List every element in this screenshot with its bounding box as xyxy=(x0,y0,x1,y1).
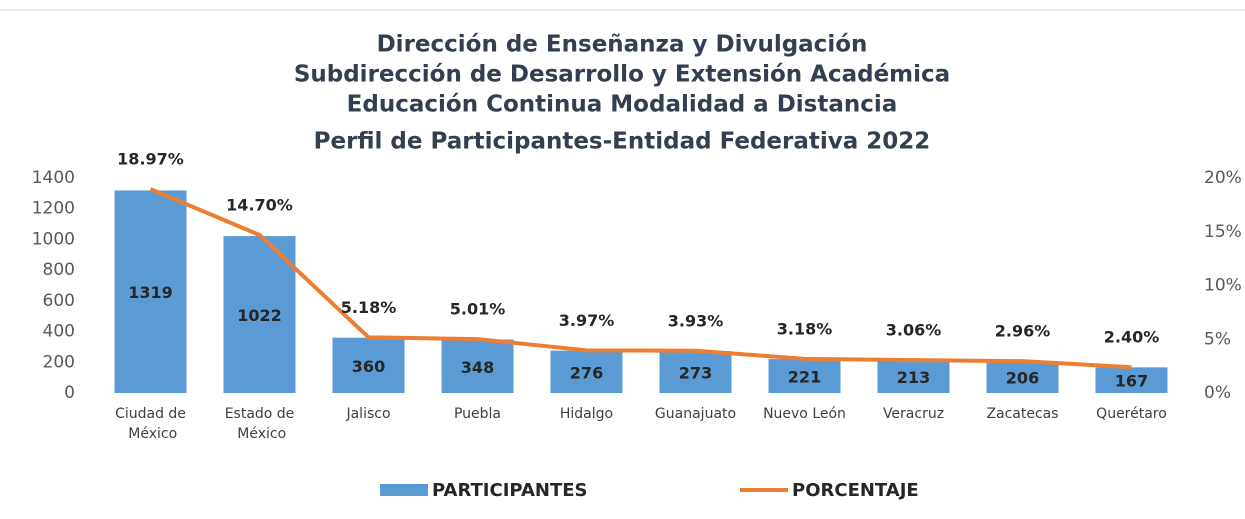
bar-value-label: 1022 xyxy=(237,306,282,325)
bar-value-label: 1319 xyxy=(128,283,173,302)
bar xyxy=(1095,367,1168,393)
x-tick-label: Guanajuato xyxy=(655,406,736,422)
bar-value-label: 206 xyxy=(1006,369,1039,388)
x-tick-label: Zacatecas xyxy=(986,406,1058,422)
line-value-label: 3.06% xyxy=(886,321,942,340)
x-tick-label: Nuevo León xyxy=(763,406,846,422)
bar xyxy=(877,360,950,393)
y2-tick-label: 20% xyxy=(1204,168,1242,188)
line-value-label: 3.18% xyxy=(777,319,833,338)
y2-tick-label: 10% xyxy=(1204,276,1242,296)
bar xyxy=(986,361,1059,393)
y2-tick-label: 15% xyxy=(1204,222,1242,242)
chart-title: Educación Continua Modalidad a Distancia xyxy=(347,92,898,118)
bar-value-label: 213 xyxy=(897,368,930,387)
legend-swatch xyxy=(380,484,428,496)
y-tick-label: 0 xyxy=(64,383,75,403)
bar xyxy=(332,337,405,393)
line-value-label: 3.97% xyxy=(559,311,615,330)
x-tick-label: Ciudad de México xyxy=(115,406,186,442)
x-tick-label: Querétaro xyxy=(1096,406,1167,422)
legend-label: PARTICIPANTES xyxy=(432,480,587,501)
line-value-label: 3.93% xyxy=(668,311,724,330)
y-tick-label: 1000 xyxy=(32,229,75,249)
bar xyxy=(441,339,514,393)
y-tick-label: 1400 xyxy=(32,168,75,188)
line-value-label: 2.40% xyxy=(1104,328,1160,347)
x-tick-label: Hidalgo xyxy=(560,406,613,422)
x-tick-label: Jalisco xyxy=(345,406,390,422)
y2-tick-label: 0% xyxy=(1204,383,1231,403)
line xyxy=(149,187,1132,370)
x-tick-label: Veracruz xyxy=(883,406,944,422)
bar-value-label: 276 xyxy=(570,363,603,382)
line-value-label: 18.97% xyxy=(117,150,184,169)
x-tick-label: Puebla xyxy=(454,406,501,422)
bar xyxy=(659,351,732,393)
bar-value-label: 221 xyxy=(788,368,821,387)
bar-value-label: 273 xyxy=(679,364,712,383)
line-value-label: 5.18% xyxy=(341,298,397,317)
line-value-label: 5.01% xyxy=(450,300,506,319)
line-value-label: 2.96% xyxy=(995,322,1051,341)
x-tick-label: Estado de México xyxy=(225,406,295,442)
bar-value-label: 348 xyxy=(461,358,494,377)
line-value-label: 14.70% xyxy=(226,195,293,214)
y-tick-label: 600 xyxy=(43,291,75,311)
chart-title: Dirección de Enseñanza y Divulgación xyxy=(377,32,868,58)
bar xyxy=(114,190,187,393)
bar xyxy=(223,236,296,393)
y-tick-label: 1200 xyxy=(32,199,75,219)
chart-title: Perfil de Participantes-Entidad Federati… xyxy=(314,129,931,155)
bar-value-label: 360 xyxy=(352,357,385,376)
chart-title: Subdirección de Desarrollo y Extensión A… xyxy=(294,62,950,88)
y-tick-label: 800 xyxy=(43,260,75,280)
legend-label: PORCENTAJE xyxy=(792,480,919,501)
bar-value-label: 167 xyxy=(1115,372,1148,391)
bar xyxy=(550,350,623,393)
bar xyxy=(768,359,841,393)
y-tick-label: 200 xyxy=(43,352,75,372)
y-tick-label: 400 xyxy=(43,322,75,342)
y2-tick-label: 5% xyxy=(1204,329,1231,349)
